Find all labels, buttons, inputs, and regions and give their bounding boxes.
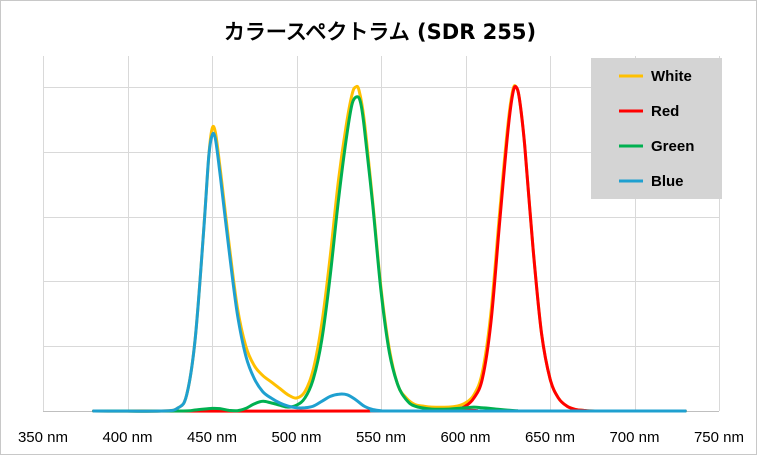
series-line-blue: [92, 131, 687, 413]
x-tick-label: 650 nm: [525, 429, 575, 446]
x-tick-label: 450 nm: [187, 429, 237, 446]
legend-label-red: Red: [651, 103, 679, 120]
x-tick-label: 700 nm: [609, 429, 659, 446]
x-tick-label: 500 nm: [271, 429, 321, 446]
legend: White Red Green Blue: [591, 58, 722, 199]
legend-label-blue: Blue: [651, 173, 684, 190]
chart-title: カラースペクトラム (SDR 255): [224, 20, 536, 44]
series-layer: [92, 84, 687, 413]
x-tick-label: 400 nm: [102, 429, 152, 446]
x-tick-label: 750 nm: [694, 429, 744, 446]
x-tick-label: 350 nm: [18, 429, 68, 446]
legend-label-green: Green: [651, 138, 694, 155]
x-tick-label: 600 nm: [440, 429, 490, 446]
x-axis: 350 nm 400 nm 450 nm 500 nm 550 nm 600 nm 650 …: [18, 429, 744, 446]
x-tick-label: 550 nm: [356, 429, 406, 446]
legend-box: [591, 58, 722, 199]
legend-label-white: White: [651, 68, 692, 85]
series-line-green: [92, 95, 687, 413]
